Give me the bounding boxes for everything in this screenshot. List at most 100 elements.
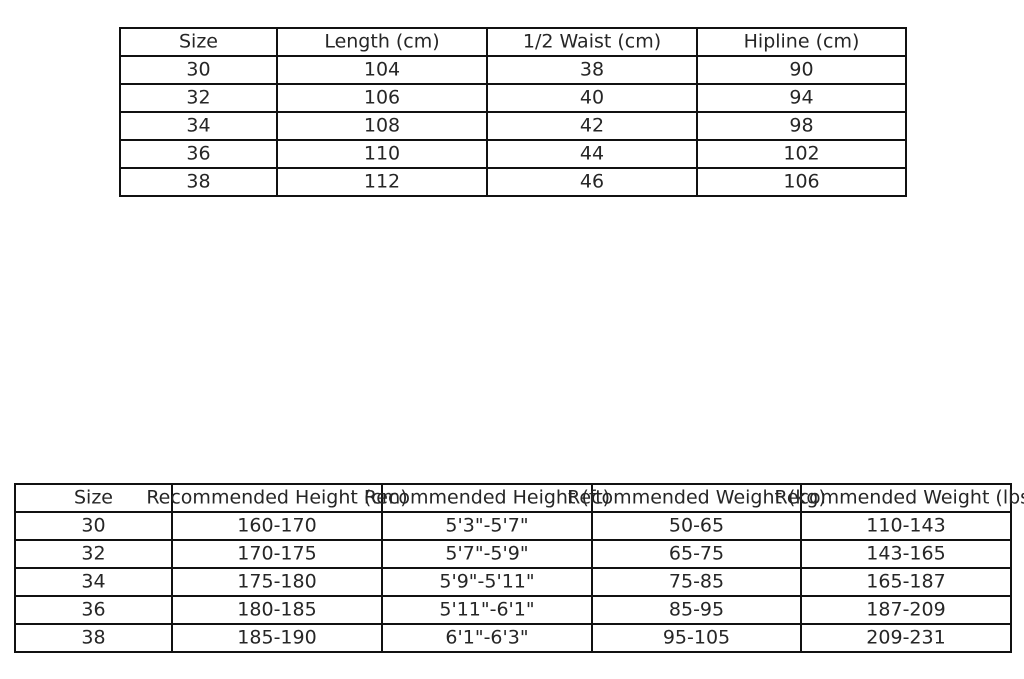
cell-value: 46: [579, 170, 605, 193]
table-cell: 38: [14, 623, 173, 653]
cell-value: 5'3"-5'7": [445, 514, 529, 537]
cell-value: 106: [783, 170, 820, 193]
cell-value: 110-143: [866, 514, 946, 537]
cell-value: 170-175: [237, 542, 317, 565]
recommendation-table: Size Recommended Height (cm) Recommended H…: [14, 483, 1024, 653]
table-cell: 36: [119, 139, 278, 169]
table-cell: 38: [119, 167, 278, 197]
cell-value: 90: [789, 58, 814, 81]
table-cell: 5'11"-6'1": [381, 595, 593, 625]
header-label: Hipline (cm): [743, 30, 860, 53]
cell-value: 108: [363, 114, 401, 137]
header-cell: Recommended Height (ft): [364, 483, 610, 513]
table-cell: 106: [276, 83, 488, 113]
header-label: Recommended Weight (kg): [567, 486, 826, 509]
cell-value: 5'7"-5'9": [445, 542, 529, 565]
table-cell: 5'9"-5'11": [381, 567, 593, 597]
cell-value: 209-231: [866, 626, 946, 649]
cell-value: 104: [363, 58, 401, 81]
cell-value: 187-209: [866, 598, 946, 621]
table-cell: 42: [486, 111, 698, 141]
cell-value: 30: [81, 514, 106, 537]
table-cell: 5'7"-5'9": [381, 539, 593, 569]
cell-value: 110: [363, 142, 401, 165]
cell-value: 160-170: [237, 514, 317, 537]
header-label: Recommended Height (ft): [363, 486, 611, 509]
table-cell: 50-65: [591, 511, 802, 541]
table-cell: 6'1"-6'3": [381, 623, 593, 653]
cell-value: 94: [789, 86, 814, 109]
cell-value: 36: [186, 142, 211, 165]
cell-value: 50-65: [668, 514, 725, 537]
table-cell: 36: [14, 595, 173, 625]
table-cell: 170-175: [171, 539, 383, 569]
header-label: 1/2 Waist (cm): [522, 30, 662, 53]
table-cell: 38: [486, 55, 698, 85]
header-cell: Recommended Weight (kg): [567, 483, 826, 513]
cell-value: 112: [363, 170, 401, 193]
table-row: 36 180-185 5'11"-6'1" 85-95 187-209: [14, 595, 1012, 625]
table-cell: 102: [696, 139, 907, 169]
cell-value: 180-185: [237, 598, 317, 621]
table-cell: 104: [276, 55, 488, 85]
table-cell: 30: [119, 55, 278, 85]
table-cell: 32: [119, 83, 278, 113]
header-cell: Size: [14, 483, 173, 513]
header-cell: Hipline (cm): [696, 27, 907, 57]
table-row: 38 185-190 6'1"-6'3" 95-105 209-231: [14, 623, 1012, 653]
cell-value: 165-187: [866, 570, 946, 593]
cell-value: 34: [186, 114, 211, 137]
header-label: Size: [178, 30, 219, 53]
cell-value: 143-165: [866, 542, 946, 565]
table-cell: 175-180: [171, 567, 383, 597]
table-cell: 180-185: [171, 595, 383, 625]
cell-value: 102: [783, 142, 820, 165]
table-cell: 32: [14, 539, 173, 569]
table-cell: 95-105: [591, 623, 802, 653]
header-cell: Length (cm): [276, 27, 488, 57]
cell-value: 5'9"-5'11": [439, 570, 535, 593]
table-cell: 143-165: [800, 539, 1012, 569]
measurement-table: Size Length (cm) 1/2 Waist (cm) Hipline (cm…: [119, 27, 907, 197]
header-label: Size: [73, 486, 114, 509]
table-cell: 34: [119, 111, 278, 141]
cell-value: 38: [186, 170, 211, 193]
table-row: 34 108 42 98: [119, 111, 907, 141]
header-cell: Size: [119, 27, 278, 57]
table-cell: 187-209: [800, 595, 1012, 625]
cell-value: 34: [81, 570, 106, 593]
header-row: Size Recommended Height (cm) Recommended H…: [14, 483, 1024, 513]
cell-value: 40: [579, 86, 605, 109]
table-cell: 65-75: [591, 539, 802, 569]
header-label: Recommended Weight (lbs): [774, 486, 1024, 509]
header-cell: Recommended Height (cm): [146, 483, 408, 513]
table-cell: 209-231: [800, 623, 1012, 653]
table-cell: 160-170: [171, 511, 383, 541]
cell-value: 32: [186, 86, 211, 109]
table-row: 30 104 38 90: [119, 55, 907, 85]
table-row: 30 160-170 5'3"-5'7" 50-65 110-143: [14, 511, 1012, 541]
table-cell: 110: [276, 139, 488, 169]
table-cell: 165-187: [800, 567, 1012, 597]
cell-value: 38: [81, 626, 106, 649]
table-cell: 75-85: [591, 567, 802, 597]
table-row: 38 112 46 106: [119, 167, 907, 197]
cell-value: 36: [81, 598, 106, 621]
table-cell: 90: [696, 55, 907, 85]
cell-value: 95-105: [662, 626, 731, 649]
table-row: 36 110 44 102: [119, 139, 907, 169]
table-row: 32 170-175 5'7"-5'9" 65-75 143-165: [14, 539, 1012, 569]
table-cell: 40: [486, 83, 698, 113]
table-cell: 106: [696, 167, 907, 197]
cell-value: 38: [579, 58, 605, 81]
table-row: 34 175-180 5'9"-5'11" 75-85 165-187: [14, 567, 1012, 597]
header-cell: Recommended Weight (lbs): [774, 483, 1024, 513]
table-cell: 112: [276, 167, 488, 197]
table-cell: 185-190: [171, 623, 383, 653]
header-label: Length (cm): [324, 30, 440, 53]
table-cell: 30: [14, 511, 173, 541]
cell-value: 98: [789, 114, 814, 137]
cell-value: 175-180: [237, 570, 317, 593]
table-cell: 44: [486, 139, 698, 169]
table-cell: 5'3"-5'7": [381, 511, 593, 541]
